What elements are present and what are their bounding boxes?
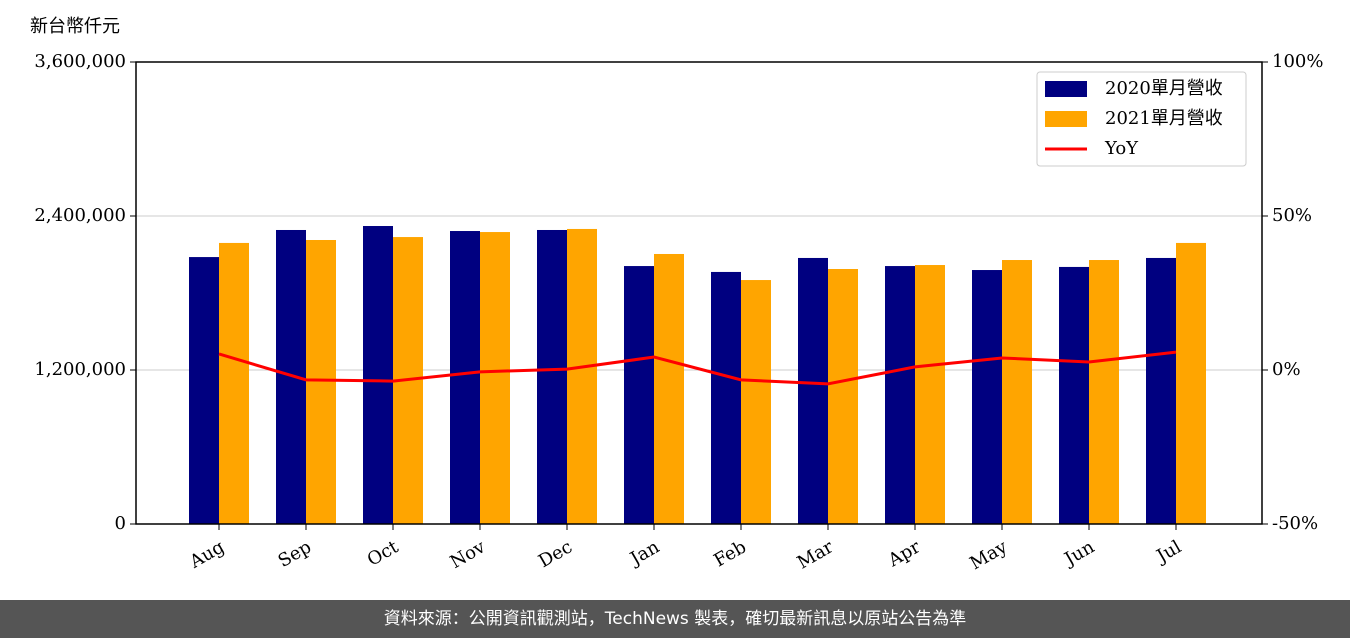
- bar: [1089, 260, 1119, 524]
- bar: [1146, 257, 1176, 524]
- legend-box: [1036, 71, 1247, 167]
- x-tick-label: Jul: [1151, 536, 1185, 568]
- bar: [915, 265, 945, 524]
- legend-swatch: [1045, 111, 1087, 127]
- bar: [1176, 242, 1206, 524]
- y-tick-label: 3,600,000: [34, 51, 126, 72]
- legend-label: 2020單月營收: [1105, 78, 1223, 99]
- legend-label: YoY: [1104, 138, 1139, 159]
- x-tick-label: Dec: [535, 536, 576, 572]
- y2-tick-label: 50%: [1272, 205, 1312, 226]
- bar: [219, 242, 249, 524]
- bar: [189, 257, 219, 524]
- source-note: 資料來源：公開資訊觀測站，TechNews 製表，確切最新訊息以原站公告為準: [384, 609, 966, 629]
- legend-label: 2021單月營收: [1105, 108, 1223, 129]
- bar: [798, 257, 828, 524]
- bar: [306, 239, 336, 524]
- y-tick-label: 1,200,000: [34, 359, 126, 380]
- bar: [363, 226, 393, 524]
- bar: [972, 270, 1002, 524]
- x-tick-label: May: [966, 536, 1011, 574]
- bar: [654, 253, 684, 524]
- x-tick-label: Apr: [884, 536, 924, 571]
- bar: [537, 229, 567, 524]
- bar: [624, 266, 654, 524]
- bar: [480, 232, 510, 524]
- x-tick-label: Jun: [1059, 536, 1098, 571]
- x-tick-label: Feb: [710, 536, 750, 571]
- bar: [567, 228, 597, 524]
- y-tick-label: 0: [115, 513, 126, 534]
- bar: [1002, 260, 1032, 524]
- y2-tick-label: -50%: [1272, 513, 1318, 534]
- footer-bar: [0, 600, 1350, 638]
- x-tick-label: Mar: [794, 536, 838, 573]
- x-tick-label: Oct: [364, 536, 403, 571]
- bar: [828, 269, 858, 524]
- bar: [885, 266, 915, 524]
- plot-frame: [135, 61, 1263, 525]
- yoy-line: [218, 350, 1177, 386]
- legend-swatch: [1045, 81, 1087, 97]
- x-tick-label: Sep: [275, 536, 315, 571]
- bar: [711, 271, 741, 524]
- x-tick-label: Jan: [625, 536, 663, 570]
- y-tick-label: 2,400,000: [34, 205, 126, 226]
- y2-tick-label: 100%: [1272, 51, 1323, 72]
- bar: [741, 280, 771, 524]
- x-tick-label: Aug: [185, 536, 228, 573]
- y2-tick-label: 0%: [1272, 359, 1301, 380]
- bar: [1059, 266, 1089, 524]
- bar: [450, 231, 480, 524]
- y-axis-label: 新台幣仟元: [30, 16, 120, 37]
- x-tick-label: Nov: [447, 536, 490, 573]
